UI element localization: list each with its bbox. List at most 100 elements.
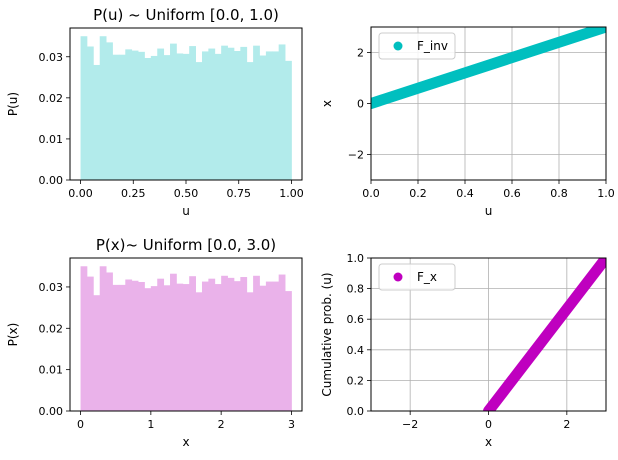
x-axis-label: u: [485, 204, 493, 218]
histogram-bar: [106, 272, 113, 411]
histogram-bar: [93, 64, 101, 180]
legend-marker: [393, 41, 403, 51]
y-tick-label: 0: [357, 98, 364, 111]
x-tick-label: 0.50: [174, 187, 199, 200]
plot-area: [483, 258, 606, 411]
histogram-bar: [163, 55, 171, 180]
histogram-bar: [227, 47, 235, 180]
x-tick-label: 0.75: [226, 187, 251, 200]
x-tick-label: 1: [147, 418, 154, 431]
histogram-bar: [221, 45, 228, 180]
histogram-bar: [131, 50, 139, 180]
plot-area: [80, 266, 292, 411]
plot-area: [371, 27, 606, 109]
histogram-bar: [278, 274, 286, 411]
histogram-bar: [106, 42, 113, 180]
y-axis-label: P(u): [6, 92, 20, 116]
x-tick-label: 0.4: [456, 187, 474, 200]
histogram-bar: [138, 51, 145, 180]
histogram-bar: [221, 275, 228, 411]
histogram-bar: [272, 281, 280, 411]
y-tick-label: −2: [348, 149, 364, 162]
chart-title: P(x)~ Uniform [0.0, 3.0): [96, 236, 276, 254]
subplot-2: 0.0 0.2 0.4 0.6 0.8 1.0 −2 0 2 u x F_inv: [320, 26, 615, 218]
histogram-bar: [253, 45, 260, 180]
histogram-bar: [182, 284, 190, 411]
histogram-bar: [285, 291, 292, 411]
scatter-points-f-x: [483, 258, 606, 411]
histogram-bar: [125, 49, 133, 180]
chart-title: P(u) ~ Uniform [0.0, 1.0): [93, 6, 279, 24]
y-tick-label: 0.01: [39, 364, 64, 377]
histogram-bar: [233, 281, 241, 411]
histogram-bar: [125, 279, 133, 411]
x-tick-label: 2: [563, 418, 570, 431]
scatter-points-f-inv: [371, 27, 606, 109]
x-tick-label: 0.2: [409, 187, 427, 200]
y-tick-label: 0.03: [39, 281, 64, 294]
histogram-bar: [93, 295, 101, 411]
histogram-bar: [214, 53, 222, 180]
legend-box: [378, 263, 456, 291]
y-tick-label: 1.0: [347, 252, 365, 265]
histogram-bar: [208, 278, 216, 411]
histogram-bar: [163, 285, 171, 411]
histogram-bar: [240, 46, 248, 180]
x-tick-label: 0: [77, 418, 84, 431]
histogram-bar: [86, 46, 94, 180]
histogram-bar: [259, 285, 267, 411]
histogram-bar: [80, 266, 88, 411]
histogram-bar: [182, 53, 190, 180]
y-tick-label: 0.02: [39, 322, 64, 335]
histogram-bar: [118, 54, 126, 180]
x-tick-label: 0.25: [121, 187, 146, 200]
histogram-bar: [285, 60, 292, 180]
y-tick-label: 2: [357, 47, 364, 60]
histogram-bar: [208, 48, 216, 180]
histogram-bar: [233, 51, 241, 180]
x-tick-label: 1.0: [597, 187, 615, 200]
subplot-3: 0 1 2 3 0.00 0.01 0.02 0.03 x P(x) P(x)~ Uniform […: [6, 236, 303, 449]
y-tick-label: 0.8: [347, 283, 365, 296]
x-tick-label: 0.8: [550, 187, 568, 200]
axes-frame: [69, 257, 303, 412]
histogram-bar: [227, 277, 235, 411]
y-tick-label: 0.00: [39, 405, 64, 418]
y-axis-label: Cumulative prob. (u): [320, 272, 334, 396]
histogram-bar: [189, 276, 196, 411]
histogram-bar: [150, 286, 158, 411]
subplot-1: 0.00 0.25 0.50 0.75 1.00 0.00 0.01 0.02 0.03 u P(u…: [6, 6, 304, 218]
histogram-bar: [118, 284, 126, 411]
subplot-4: −2 0 2 0.0 0.2 0.4 0.6 0.8 1.0 x Cumulative prob. …: [320, 252, 607, 449]
histogram-bar: [201, 51, 209, 180]
y-tick-label: 0.4: [347, 344, 365, 357]
x-axis-label: u: [182, 204, 190, 218]
x-tick-label: 0: [485, 418, 492, 431]
histogram-bar: [176, 53, 184, 180]
x-tick-label: 0.0: [362, 187, 380, 200]
legend-label: F_x: [417, 270, 437, 284]
x-tick-label: 3: [288, 418, 295, 431]
plot-area: [80, 36, 292, 180]
y-tick-label: 0.00: [39, 174, 64, 187]
y-tick-label: 0.2: [347, 374, 365, 387]
x-tick-label: 0.00: [68, 187, 93, 200]
histogram-bar: [265, 51, 273, 180]
histogram-bar: [176, 283, 184, 411]
histogram-bar: [189, 46, 196, 180]
x-tick-label: −2: [402, 418, 418, 431]
histogram-bar: [259, 55, 267, 180]
y-tick-label: 0.6: [347, 313, 365, 326]
y-tick-label: 0.0: [347, 405, 365, 418]
x-tick-label: 2: [218, 418, 225, 431]
x-axis-label: x: [485, 435, 492, 449]
histogram-bar: [246, 292, 254, 411]
histogram-bar: [195, 62, 203, 180]
histogram-bar: [195, 292, 203, 411]
histogram-bar: [150, 55, 158, 180]
histogram-bar: [246, 62, 254, 180]
y-axis-label: P(x): [6, 323, 20, 347]
histogram-bar: [201, 281, 209, 411]
histogram-bar: [138, 281, 145, 411]
